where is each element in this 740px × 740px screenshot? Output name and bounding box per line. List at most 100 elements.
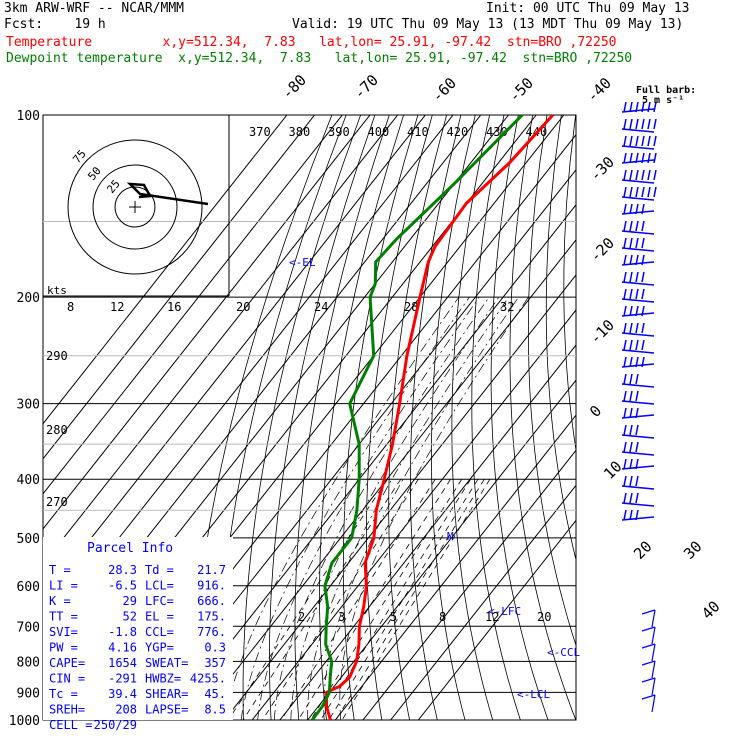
wind-barb-flag xyxy=(641,118,645,130)
theta-label: 380 xyxy=(289,125,311,139)
isotherm-line xyxy=(43,115,426,600)
moist-adiabat xyxy=(290,296,500,720)
wind-barb-flag xyxy=(635,152,639,164)
parcel-value: 357 xyxy=(204,656,226,670)
wind-barb xyxy=(651,643,656,662)
parcel-key: YGP= xyxy=(145,641,174,655)
wind-barb-flag xyxy=(635,509,639,521)
wind-barb-flag xyxy=(641,677,656,683)
parcel-value: 175. xyxy=(197,610,226,624)
mixing-ratio-label: 20 xyxy=(236,300,250,314)
wind-barb-flag xyxy=(641,288,645,300)
parcel-key: PW = xyxy=(49,641,78,655)
dry-adiabat xyxy=(451,115,494,720)
hodograph-ring-label: 75 xyxy=(70,147,88,166)
wind-barb-flag xyxy=(635,475,639,487)
isotherm-line xyxy=(417,519,576,720)
wind-barb-flag xyxy=(653,186,657,198)
parcel-value: 4.16 xyxy=(108,641,137,655)
wind-barb xyxy=(621,485,655,490)
dry-adiabat xyxy=(294,115,390,720)
wind-barb-flag xyxy=(623,186,627,198)
init-time: Init: 00 UTC Thu 09 May 13 xyxy=(486,1,690,16)
isotherm-line xyxy=(43,115,288,425)
wind-barb-flag xyxy=(653,101,657,113)
isotherm-label: 0 xyxy=(586,402,605,421)
theta-label: 270 xyxy=(46,495,68,509)
wind-barb xyxy=(621,332,655,337)
m-marker: M xyxy=(447,530,454,543)
isotherm-line xyxy=(362,449,576,720)
wind-barb-flag xyxy=(623,288,627,300)
wind-barb-flag xyxy=(623,322,627,334)
wind-barb-flag xyxy=(623,458,627,470)
parcel-panel xyxy=(43,537,233,720)
wind-barb-flag xyxy=(623,220,627,232)
wind-barb-flag xyxy=(641,220,645,232)
parcel-key: LAPSE= xyxy=(145,703,188,717)
wind-barb-flag xyxy=(623,152,627,164)
hodograph-ring-label: 50 xyxy=(85,164,103,183)
wind-barb-flag xyxy=(641,626,656,632)
wind-barb xyxy=(621,363,655,368)
wind-barb-flag xyxy=(635,339,639,351)
wind-barb-flag xyxy=(629,186,633,198)
dry-adiabat xyxy=(598,115,715,720)
wind-barb-flag xyxy=(623,492,627,504)
model-title: 3km ARW-WRF -- NCAR/MMM xyxy=(4,1,185,16)
temperature-legend: Temperature x,y=512.34, 7.83 lat,lon= 25… xyxy=(6,35,617,50)
wind-barb-flag xyxy=(629,441,633,453)
mixing-ratio-label: 20 xyxy=(537,610,551,624)
parcel-value: 666. xyxy=(197,594,226,608)
wind-barb-flag xyxy=(629,135,633,147)
wind-barb-flag xyxy=(629,322,633,334)
wind-barb-flag xyxy=(635,203,639,215)
wind-barb-flag xyxy=(629,475,633,487)
wind-barb-flag xyxy=(653,169,657,181)
wind-barb-flag xyxy=(641,609,656,615)
wind-barb-flag xyxy=(629,424,633,436)
mixing-ratio-label: 12 xyxy=(110,300,124,314)
wind-barb-flag xyxy=(653,152,657,164)
hodograph-ring xyxy=(67,139,203,275)
parcel-key: EL = xyxy=(145,610,174,624)
wind-barb xyxy=(651,660,656,679)
wind-barb xyxy=(621,196,655,201)
wind-barb-flag xyxy=(635,322,639,334)
parcel-key: HWBZ= xyxy=(145,672,181,686)
parcel-value: -291 xyxy=(108,672,137,686)
wind-barb-flag xyxy=(635,135,639,147)
mixing-ratio-label: 12 xyxy=(485,610,499,624)
wind-barb-flag xyxy=(641,356,645,368)
wind-barb-flag xyxy=(653,118,657,130)
parcel-value: 0.3 xyxy=(204,641,226,655)
isotherm-line xyxy=(224,274,576,720)
wind-barb-flag xyxy=(635,254,639,266)
wind-barb-flag xyxy=(647,186,651,198)
isotherm-label: -60 xyxy=(428,74,460,106)
hodograph-unit: kts xyxy=(47,284,67,297)
isotherm-line xyxy=(251,309,576,720)
el-marker: <-EL xyxy=(289,256,316,269)
wind-barb xyxy=(621,349,655,354)
mixing-ratio-label: 5 xyxy=(390,610,397,624)
parcel-key: TT = xyxy=(49,610,78,624)
wind-barb-flag xyxy=(629,407,633,419)
parcel-value: 39.4 xyxy=(108,687,137,701)
theta-label: 390 xyxy=(328,125,350,139)
isotherm-label: -10 xyxy=(586,316,618,348)
wind-barb-flag xyxy=(623,271,627,283)
pressure-label: 700 xyxy=(17,620,40,635)
wind-barb-flag xyxy=(635,237,639,249)
isotherm-line xyxy=(307,379,576,720)
theta-label: 400 xyxy=(368,125,390,139)
wind-barb-flag xyxy=(641,254,645,266)
theta-label: 280 xyxy=(46,423,68,437)
dewpoint-profile xyxy=(310,115,524,720)
wind-barb-flag xyxy=(641,660,656,666)
parcel-value: 208 xyxy=(115,703,137,717)
wind-barb xyxy=(621,465,655,470)
wind-barb-flag xyxy=(623,373,627,385)
parcel-key: SHEAR= xyxy=(145,687,188,701)
wind-barb-flag xyxy=(623,203,627,215)
